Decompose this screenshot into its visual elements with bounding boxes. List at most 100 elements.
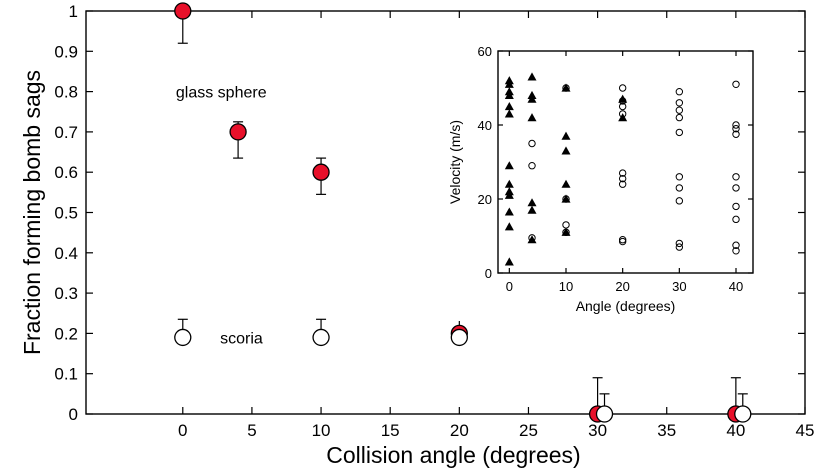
inset-triangle-point bbox=[618, 94, 628, 103]
inset-circle-point bbox=[675, 106, 684, 114]
annotation-label: glass sphere bbox=[176, 85, 267, 102]
glass-sphere-point bbox=[229, 123, 247, 141]
inset-triangle-point bbox=[504, 102, 514, 111]
inset-triangle-point bbox=[561, 227, 571, 236]
inset-y-axis-label: Velocity (m/s) bbox=[447, 120, 463, 204]
inset-y-tick-label: 0 bbox=[485, 266, 492, 281]
inset-circle-point bbox=[618, 84, 627, 92]
annotation-label: scoria bbox=[220, 330, 263, 347]
y-tick-label: 0.7 bbox=[54, 123, 78, 142]
x-tick-label: 15 bbox=[381, 421, 400, 440]
inset-circle-point bbox=[732, 173, 740, 181]
inset-y-tick-label: 20 bbox=[478, 192, 492, 207]
glass-sphere-point bbox=[312, 163, 330, 181]
scoria-series bbox=[174, 318, 752, 423]
inset-y-tick-label: 40 bbox=[478, 118, 492, 133]
inset-triangle-point bbox=[504, 257, 514, 266]
inset-circle-point bbox=[675, 99, 684, 107]
inset-circle-point bbox=[618, 169, 627, 177]
inset-x-tick-label: 40 bbox=[729, 279, 743, 294]
inset-circle-point bbox=[732, 247, 740, 255]
inset-circle-point bbox=[732, 121, 740, 129]
inset-circle-point bbox=[528, 162, 536, 170]
x-tick-label: 35 bbox=[657, 421, 676, 440]
main-plot: 00.10.20.30.40.50.60.70.80.910 5 10 15 20 25 3… bbox=[19, 2, 814, 468]
inset-circle-point bbox=[618, 110, 627, 118]
inset-triangle-point bbox=[527, 113, 537, 122]
inset-triangle-point bbox=[504, 161, 514, 170]
inset-triangle-point bbox=[527, 198, 537, 207]
inset-y-tick-label: 60 bbox=[478, 44, 492, 59]
inset-circle-point bbox=[528, 234, 536, 242]
x-tick-label: 5 bbox=[247, 421, 256, 440]
inset-triangle-point bbox=[561, 194, 571, 203]
y-tick-label: 0.1 bbox=[54, 365, 78, 384]
scoria-point bbox=[595, 405, 614, 423]
inset-circle-point bbox=[675, 184, 684, 192]
inset-circle-point bbox=[562, 221, 570, 229]
inset-circle-point bbox=[732, 215, 740, 224]
inset-triangle-point bbox=[527, 72, 537, 81]
inset-plot: 0 20 40 60 0 10 20 30 40 Angle (degrees) Velocity … bbox=[446, 36, 764, 321]
scoria-point bbox=[734, 405, 752, 423]
inset-triangle-series bbox=[504, 72, 628, 266]
inset-circle-point bbox=[732, 125, 740, 133]
y-tick-label: 0.6 bbox=[54, 163, 78, 182]
inset-circle-point bbox=[562, 84, 570, 92]
scoria-point bbox=[174, 328, 192, 347]
inset-circle-point bbox=[675, 128, 684, 137]
y-tick-label: 0 bbox=[69, 405, 78, 424]
y-tick-label: 0.5 bbox=[54, 204, 78, 223]
inset-triangle-point bbox=[504, 179, 514, 188]
inset-circle-point bbox=[562, 195, 570, 203]
y-tick-label: 0.8 bbox=[54, 83, 78, 102]
inset-triangle-point bbox=[504, 109, 514, 118]
inset-triangle-point bbox=[504, 207, 514, 216]
inset-x-tick-label: 10 bbox=[559, 279, 573, 294]
inset-circle-point bbox=[732, 184, 740, 192]
glass-sphere-point bbox=[174, 2, 192, 20]
inset-circle-point bbox=[618, 97, 627, 105]
inset-triangle-point bbox=[504, 76, 514, 85]
inset-triangle-point bbox=[561, 83, 571, 92]
inset-x-tick-label: 0 bbox=[506, 279, 513, 294]
scoria-point bbox=[450, 328, 468, 347]
inset-circle-point bbox=[675, 113, 684, 122]
inset-triangle-point bbox=[527, 205, 537, 214]
y-axis-label: Fraction forming bomb sags bbox=[19, 70, 45, 355]
x-tick-label: 10 bbox=[312, 421, 331, 440]
inset-circle-point bbox=[562, 228, 570, 237]
inset-circle-point bbox=[618, 174, 627, 183]
inset-triangle-point bbox=[561, 131, 571, 140]
y-tick-label: 0.2 bbox=[54, 324, 78, 343]
inset-triangle-point bbox=[561, 146, 571, 155]
inset-triangle-point bbox=[504, 87, 514, 96]
inset-circle-point bbox=[528, 139, 536, 148]
inset-circle-point bbox=[675, 239, 684, 248]
inset-circle-point bbox=[675, 173, 684, 181]
inset-x-tick-label: 20 bbox=[615, 279, 629, 294]
inset-circle-point bbox=[732, 202, 740, 211]
inset-circle-point bbox=[675, 243, 684, 251]
x-tick-label: 30 bbox=[588, 421, 607, 440]
x-tick-label: 40 bbox=[726, 421, 745, 440]
inset-circle-point bbox=[732, 130, 740, 138]
inset-circle-point bbox=[618, 236, 627, 244]
x-axis-label: Collision angle (degrees) bbox=[326, 442, 580, 468]
x-tick-label: 0 bbox=[178, 421, 187, 440]
inset-circle-point bbox=[618, 102, 627, 111]
inset-x-tick-label: 30 bbox=[672, 279, 686, 294]
inset-triangle-point bbox=[527, 235, 537, 244]
y-tick-label: 0.9 bbox=[54, 42, 78, 61]
inset-triangle-point bbox=[527, 90, 537, 99]
inset-circle-point bbox=[618, 180, 627, 188]
inset-circle-point bbox=[732, 241, 740, 249]
y-tick-label: 1 bbox=[69, 2, 78, 21]
inset-circle-series bbox=[528, 80, 740, 255]
y-tick-label: 0.3 bbox=[54, 284, 78, 303]
inset-circle-point bbox=[675, 197, 684, 205]
inset-plot-frame bbox=[497, 50, 754, 274]
inset-background bbox=[446, 36, 764, 321]
y-tick-label: 0.4 bbox=[54, 244, 78, 263]
inset-circle-point bbox=[675, 88, 684, 96]
